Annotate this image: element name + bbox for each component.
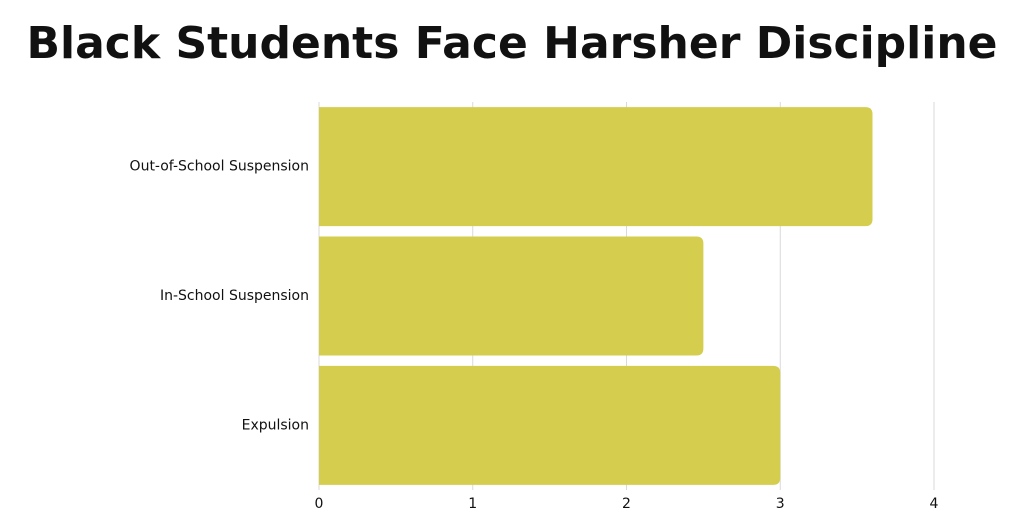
bar (319, 107, 873, 227)
x-tick-label: 0 (315, 496, 324, 512)
y-tick-label: Out-of-School Suspension (130, 159, 309, 175)
x-tick-label: 4 (930, 496, 939, 512)
y-tick-label: In-School Suspension (160, 288, 309, 304)
x-tick-label: 2 (622, 496, 631, 512)
x-tick-label: 1 (468, 496, 477, 512)
y-tick-label: Expulsion (242, 417, 309, 433)
bar (319, 236, 704, 356)
bar (319, 365, 781, 485)
x-tick-label: 3 (776, 496, 785, 512)
chart-title: Black Students Face Harsher Discipline (26, 18, 997, 69)
